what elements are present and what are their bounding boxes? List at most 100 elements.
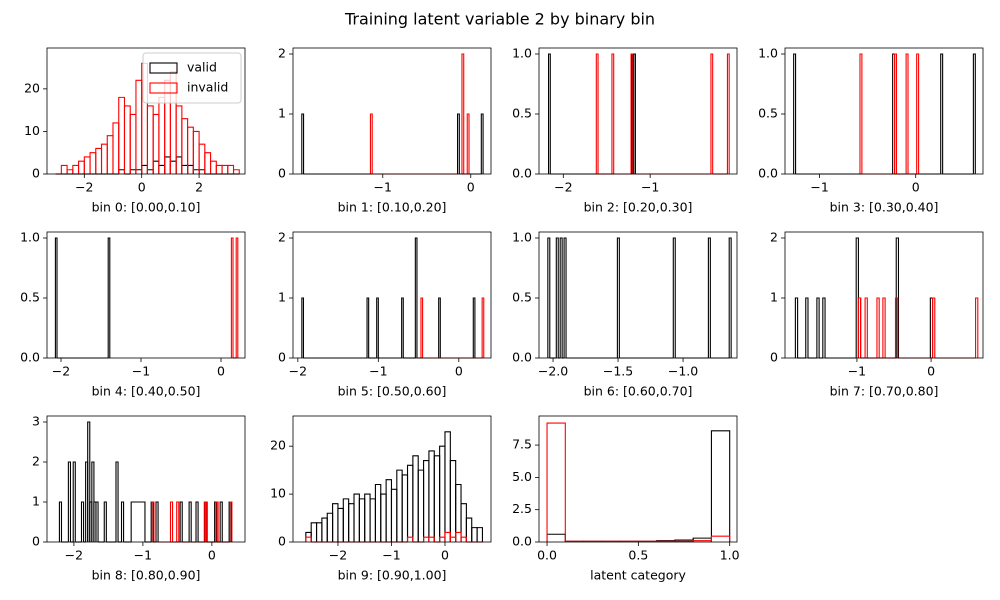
histogram-bin (460, 536, 467, 542)
histogram-bin (710, 53, 714, 174)
histogram-bin (235, 237, 239, 358)
y-tick-label: 2 (278, 46, 286, 61)
x-tick-label: 0 (138, 180, 146, 195)
histogram-bin (428, 536, 435, 542)
axes-frame (292, 231, 492, 359)
y-tick-label: 0.0 (512, 534, 532, 549)
histogram-bin (120, 501, 125, 542)
y-tick-label: 1.0 (512, 46, 532, 61)
histogram-bin (107, 237, 111, 358)
axes-frame (784, 231, 984, 359)
x-tick-label: 0 (927, 364, 935, 379)
histogram-bin (457, 113, 460, 174)
y-tick-label: 0 (32, 534, 40, 549)
histogram-bin (563, 237, 567, 358)
x-tick-label: 0 (912, 180, 920, 195)
histogram-bin (975, 297, 979, 358)
histogram-bin (195, 501, 199, 542)
histogram-bin (203, 501, 207, 542)
x-tick-label: −2 (75, 180, 93, 195)
x-tick-label: −1 (382, 548, 400, 563)
histogram-bin (176, 501, 180, 542)
x-axis-label: bin 7: [0.70,0.80] (830, 384, 939, 399)
histogram-bin (710, 430, 731, 542)
x-tick-label: −2 (65, 548, 83, 563)
histogram-bin (215, 501, 219, 542)
x-axis-label: bin 9: [0.90,1.00] (338, 568, 447, 583)
histogram-bin (366, 297, 370, 358)
y-tick-label: 2.5 (512, 501, 532, 516)
y-tick-label: 2 (32, 454, 40, 469)
axes-frame (46, 231, 246, 359)
x-tick-label: −1 (132, 364, 150, 379)
x-tick-label: −2 (52, 364, 70, 379)
histogram-bin (232, 169, 240, 174)
x-axis-label: bin 3: [0.30,0.40] (830, 200, 939, 215)
histogram-bin (466, 113, 470, 174)
axes-frame (46, 47, 246, 175)
histogram-bin (940, 53, 944, 174)
histogram-bin (80, 501, 85, 542)
x-tick-label: 1.0 (720, 548, 740, 563)
histogram-bin (420, 297, 424, 358)
y-tick-label: 0.5 (512, 106, 532, 121)
y-tick-label: 0.0 (512, 350, 532, 365)
histogram-bin (864, 297, 868, 358)
histogram-bin (857, 297, 862, 358)
histogram-bin (710, 535, 731, 542)
histogram-bin (461, 53, 465, 174)
y-tick-label: 0 (278, 350, 286, 365)
histogram-bin (876, 297, 880, 358)
histogram-bin (707, 237, 711, 358)
y-tick-label: 0.0 (512, 166, 532, 181)
histogram-bin (476, 527, 483, 542)
histogram-bin (793, 53, 797, 174)
axes-frame (292, 47, 492, 175)
x-tick-label: 0 (441, 548, 449, 563)
histogram-bin (816, 297, 820, 358)
x-axis-label: bin 6: [0.60,0.70] (584, 384, 693, 399)
histogram-bin (894, 53, 898, 174)
histogram-bin (414, 237, 418, 358)
legend-swatch (149, 82, 178, 94)
histogram-bin (72, 461, 76, 542)
histogram-bin (932, 297, 936, 358)
histogram-bin (301, 297, 305, 358)
x-axis-label: bin 4: [0.40,0.50] (92, 384, 201, 399)
y-tick-label: 1 (32, 494, 40, 509)
y-tick-label: 20 (24, 80, 40, 95)
histogram-bin (95, 501, 99, 542)
y-tick-label: 0 (32, 166, 40, 181)
y-tick-label: 7.5 (512, 437, 532, 452)
histogram-bin (972, 53, 976, 174)
y-tick-label: 0.5 (758, 106, 778, 121)
x-tick-label: −1 (369, 364, 387, 379)
x-tick-label: 2 (195, 180, 203, 195)
x-axis-label: latent category (590, 568, 686, 583)
histogram-bin (376, 297, 379, 358)
figure-title: Training latent variable 2 by binary bin (344, 10, 655, 29)
x-tick-label: 0 (467, 180, 475, 195)
histogram-bin (406, 536, 414, 542)
histogram-bin (115, 461, 119, 542)
histogram-bin (481, 297, 485, 358)
x-axis-label: bin 8: [0.80,0.90] (92, 568, 201, 583)
histogram-bin (301, 113, 305, 174)
histogram-bin (805, 297, 809, 358)
x-tick-label: −1 (810, 180, 828, 195)
y-tick-label: 0 (770, 350, 778, 365)
y-tick-label: 1.0 (512, 230, 532, 245)
histogram-bin (595, 53, 599, 174)
y-tick-label: 1 (278, 290, 286, 305)
histogram-bin (305, 536, 312, 542)
x-tick-label: −1 (848, 364, 866, 379)
y-tick-label: 5.0 (512, 469, 532, 484)
y-tick-label: 0 (278, 166, 286, 181)
histogram-bin (547, 237, 551, 358)
histogram-bin (794, 297, 799, 358)
x-tick-label: 0 (208, 548, 216, 563)
legend-swatch (149, 62, 178, 74)
histogram-bin (630, 53, 634, 174)
histogram-bin (58, 501, 63, 542)
histogram-bin (219, 501, 223, 542)
